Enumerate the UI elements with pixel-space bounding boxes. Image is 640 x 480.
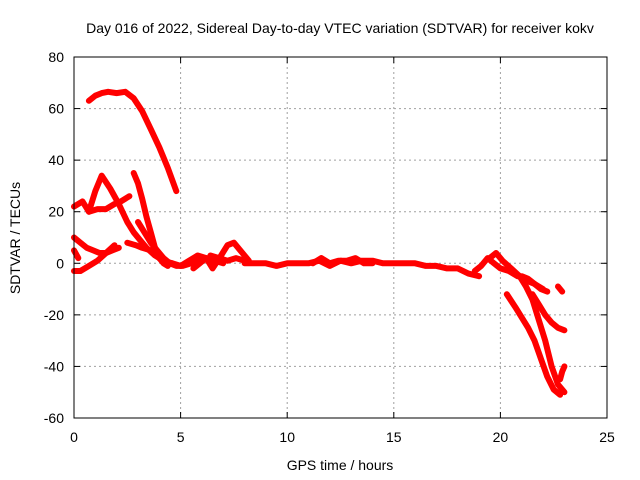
- x-tick-label: 25: [599, 429, 615, 445]
- y-tick-label: 0: [56, 255, 64, 271]
- y-tick-label: 80: [48, 49, 64, 65]
- y-tick-label: 40: [48, 152, 64, 168]
- chart: 0 5 10 15 20 25 -60 -40 -20 0 20 40 60 80 Day 016 of…: [0, 0, 640, 480]
- y-tick-label: -20: [44, 307, 64, 323]
- series-track-12: [210, 256, 244, 261]
- x-tick-label: 15: [386, 429, 402, 445]
- x-tick-label: 10: [279, 429, 295, 445]
- x-tick-labels: 0 5 10 15 20 25: [70, 429, 615, 445]
- chart-title: Day 016 of 2022, Sidereal Day-to-day VTE…: [86, 20, 594, 36]
- y-tick-label: 60: [48, 101, 64, 117]
- y-tick-label: -40: [44, 358, 64, 374]
- x-tick-label: 20: [493, 429, 509, 445]
- series-track-21: [560, 366, 564, 379]
- plot-series: [74, 92, 564, 395]
- series-track-7: [74, 250, 78, 258]
- series-track-22: [558, 287, 562, 292]
- x-tick-label: 5: [177, 429, 185, 445]
- y-tick-label: -60: [44, 410, 64, 426]
- y-tick-label: 20: [48, 204, 64, 220]
- y-tick-labels: -60 -40 -20 0 20 40 60 80: [44, 49, 64, 426]
- y-axis-label: SDTVAR / TECUs: [7, 182, 23, 294]
- x-axis-label: GPS time / hours: [287, 457, 394, 473]
- x-tick-label: 0: [70, 429, 78, 445]
